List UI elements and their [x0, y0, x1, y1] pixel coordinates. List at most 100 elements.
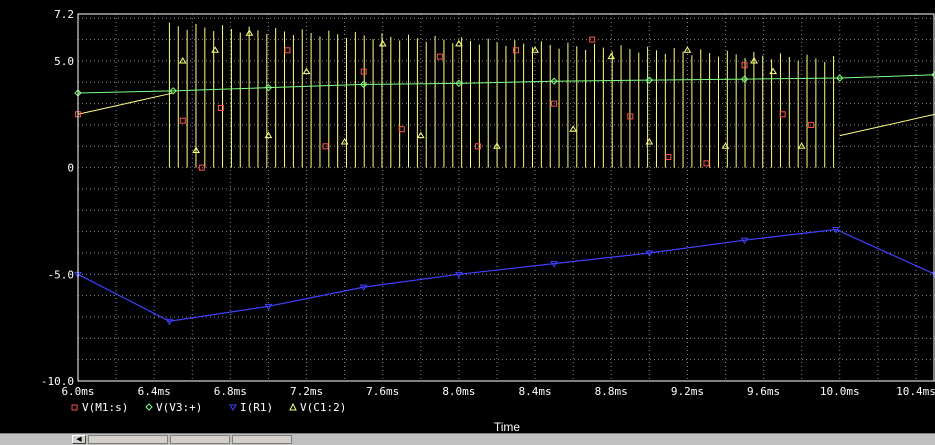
x-tick-label: 8.4ms	[519, 385, 552, 398]
series-vv3-marker	[359, 80, 368, 89]
series-vm1-marker	[779, 111, 786, 118]
x-tick-label: 6.0ms	[61, 385, 94, 398]
scroll-left-icon[interactable]: ◀	[72, 435, 86, 444]
y-tick-label: -10.0	[41, 375, 74, 388]
x-tick-label: 8.0ms	[442, 385, 475, 398]
series-vc1-marker	[769, 67, 778, 75]
y-tick-label: -5.0	[48, 268, 75, 281]
series-layer	[74, 22, 935, 326]
x-tick-label: 7.6ms	[366, 385, 399, 398]
legend-label: V(V3:+)	[156, 401, 202, 414]
horizontal-scrollbar[interactable]: ◀	[0, 433, 935, 445]
legend-label: V(C1:2)	[300, 401, 346, 414]
series-vc1-marker	[245, 29, 254, 36]
scroll-thumb[interactable]	[170, 435, 230, 444]
legend-triangle-down-icon	[229, 404, 237, 411]
series-vm1-marker	[665, 153, 672, 160]
series-vc1-marker	[721, 142, 730, 149]
legend: V(M1:s) V(V3:+) I(R1) V(C1:2)	[71, 401, 346, 414]
series-vm1-marker	[360, 68, 367, 75]
probe-plot[interactable]: 6.0ms 6.4ms 6.8ms 7.2ms 7.6ms 8.0ms 8.4ms 8.8ms…	[0, 0, 935, 433]
series-vm1-marker	[179, 117, 186, 124]
series-vm1-marker	[198, 164, 205, 171]
y-tick-label: 7.2	[54, 8, 74, 21]
grid	[77, 14, 935, 382]
legend-item[interactable]: V(M1:s)	[71, 401, 128, 414]
x-tick-label: 8.8ms	[595, 385, 628, 398]
x-tick-label: 7.2ms	[290, 385, 323, 398]
series-vm1-marker	[551, 100, 558, 107]
legend-square-icon	[71, 404, 78, 411]
scroll-track-right[interactable]	[232, 435, 292, 444]
series-vc1-marker	[607, 52, 616, 60]
series-vm1-marker	[436, 53, 443, 60]
series-vv3-marker	[836, 74, 844, 82]
series-vv3-marker	[740, 75, 749, 83]
x-tick-label: 9.2ms	[671, 385, 704, 398]
series-vc1-marker	[493, 142, 501, 149]
legend-item[interactable]: I(R1)	[229, 401, 273, 414]
series-vc1-marker	[192, 146, 200, 154]
series-vc1-marker	[455, 39, 463, 47]
series-vc1-marker	[683, 46, 692, 53]
series-ir1-marker	[550, 261, 558, 268]
series-vc1-marker	[378, 39, 387, 47]
series-vc1-marker	[797, 142, 806, 149]
legend-label: I(R1)	[240, 401, 273, 414]
series-vm1-marker	[589, 36, 596, 43]
series-vm1-marker	[474, 143, 481, 150]
series-vc1-marker	[302, 67, 311, 75]
series-vc1-marker	[531, 46, 539, 53]
series-ir1-marker	[359, 284, 368, 292]
series-ir1-marker	[264, 303, 273, 311]
series-vm1-marker	[627, 113, 634, 120]
series-vv3-marker	[455, 79, 463, 88]
series-ir1-marker	[645, 250, 654, 257]
series-vm1-marker	[284, 47, 291, 54]
series-vc1-marker	[340, 138, 349, 145]
series-vc1-marker	[264, 131, 273, 139]
series-vv3-marker	[931, 71, 935, 79]
series-vv3-marker	[264, 83, 273, 92]
x-axis-title: Time	[494, 420, 521, 433]
series-vv3-marker	[645, 76, 654, 84]
series-ir1-line	[77, 228, 935, 322]
series-vc1-marker	[750, 56, 758, 64]
series-vc1-line	[839, 113, 935, 137]
x-tick-label: 6.4ms	[138, 385, 171, 398]
series-vm1-marker	[398, 126, 405, 133]
y-tick-label: 5.0	[54, 55, 74, 68]
x-tick-label: 10.0ms	[820, 385, 860, 398]
series-ir1-marker	[832, 227, 840, 234]
series-vm1-marker	[217, 104, 224, 111]
series-ir1-marker	[740, 237, 749, 245]
legend-diamond-icon	[145, 403, 153, 411]
series-vc1-marker	[645, 138, 654, 145]
series-vm1-marker	[703, 160, 710, 167]
x-tick-label: 9.6ms	[747, 385, 780, 398]
series-vm1-marker	[513, 47, 520, 54]
scroll-track[interactable]	[88, 435, 168, 444]
series-vc1-band	[168, 22, 835, 168]
plot-frame	[77, 13, 935, 382]
legend-item[interactable]: V(C1:2)	[289, 401, 346, 414]
series-vm1-marker	[741, 62, 748, 69]
plot-window[interactable]: 6.0ms 6.4ms 6.8ms 7.2ms 7.6ms 8.0ms 8.4ms 8.8ms…	[0, 0, 935, 433]
y-tick-label: 0	[67, 162, 74, 175]
tick-labels: 6.0ms 6.4ms 6.8ms 7.2ms 7.6ms 8.0ms 8.4ms 8.8ms…	[41, 8, 935, 398]
series-vv3-marker	[169, 87, 177, 95]
x-tick-label: 6.8ms	[214, 385, 247, 398]
series-vm1-marker	[808, 121, 815, 128]
series-vc1-line	[77, 92, 174, 115]
series-vc1-marker	[178, 56, 187, 64]
series-vc1-marker	[211, 46, 220, 53]
series-vm1-marker	[322, 143, 329, 150]
series-vc1-marker	[416, 131, 425, 139]
series-ir1-marker	[455, 271, 463, 279]
legend-item[interactable]: V(V3:+)	[145, 401, 202, 414]
series-vv3-line	[77, 74, 935, 94]
series-vc1-marker	[569, 125, 578, 132]
series-vv3-marker	[550, 77, 558, 85]
legend-triangle-icon	[289, 402, 297, 411]
series-ir1-marker	[165, 318, 174, 326]
